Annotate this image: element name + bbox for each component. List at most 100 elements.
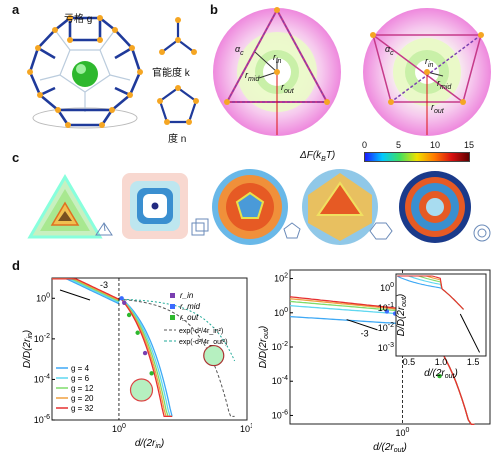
r-mid-sub-2: mid <box>440 83 452 91</box>
free-energy-maps <box>27 169 491 245</box>
r-mid-text: r <box>245 70 248 80</box>
r-in-text: r <box>273 52 276 62</box>
chart-right-svg: -3 100 102 100 10-2 10-4 10-6 d/(2rout) D/D(2rou… <box>258 269 491 454</box>
inset-x-tick-label: 0.5 <box>403 357 416 367</box>
r-out-label-1: rout <box>281 82 294 95</box>
colorbar-tick: 0 <box>362 140 368 150</box>
alpha-label-2: αc <box>385 44 394 57</box>
degree-label: 度 n <box>168 134 187 145</box>
inset-x-tick-label: 1.5 <box>467 357 480 367</box>
genus-label: 亏格 g <box>64 14 93 25</box>
r-in-label-1: rin <box>273 52 281 65</box>
fit-line-rin <box>118 298 235 417</box>
panel-c <box>0 165 500 247</box>
r-in-text-2: r <box>425 56 428 66</box>
data-marker <box>135 330 140 335</box>
alpha-text-2: α <box>385 44 391 54</box>
colorbar-ticks: 0 5 10 15 <box>362 140 475 151</box>
data-marker <box>384 309 390 314</box>
panel-label-c: c <box>12 150 20 165</box>
tetrahedron-icon <box>95 222 113 236</box>
alpha-label-1: αc <box>235 44 244 57</box>
legend-marker <box>170 315 175 320</box>
data-marker <box>437 373 442 379</box>
tetrahedron-map <box>27 174 103 239</box>
y-tick-label: 10-6 <box>34 414 50 425</box>
data-marker <box>122 300 127 305</box>
inset-series-line <box>397 275 464 310</box>
legend-marker-label: r_mid <box>180 302 201 311</box>
y-tick-label: 100 <box>274 307 288 318</box>
legend-fit-label: exp(-d²/4r_out²) <box>179 339 228 346</box>
r-out-text-2: r <box>431 102 434 112</box>
colorbar-tick: 10 <box>430 140 441 150</box>
functionality-node-icon <box>159 17 197 55</box>
r-in-sub-2: in <box>428 61 434 69</box>
dodecahedron-map <box>212 169 288 245</box>
y-tick-label: 10-4 <box>34 373 50 384</box>
legend-fit-label: exp(-d²/4r_in²) <box>179 328 223 335</box>
y-tick-label: 100 <box>36 292 50 303</box>
legend-label: g = 32 <box>71 404 94 413</box>
r-mid-label-2: rmid <box>437 78 451 91</box>
data-marker <box>119 296 124 301</box>
series-line <box>52 278 173 418</box>
inset-y-axis-label: D/D(2rout) <box>396 294 408 337</box>
colorbar-title: ΔF(kBT) <box>300 150 335 163</box>
x-axis-label: d/(2rin) <box>135 438 164 450</box>
icosahedron-map <box>302 169 378 245</box>
legend-marker <box>170 293 175 298</box>
r-out-sub-2: out <box>434 107 444 115</box>
legend-label: g = 4 <box>71 364 90 373</box>
r-out-label-2: rout <box>431 102 444 115</box>
dodecahedron-diagram <box>27 15 199 129</box>
x-axis-label: d/(2rout) <box>373 442 407 452</box>
r-out-sub: out <box>284 87 294 95</box>
chart-left-svg: -3 100 101 100 10-2 10-4 10-6 d/(2rin) D/D(2rin)… <box>22 277 254 450</box>
dodecahedron-icon <box>283 222 301 239</box>
blob-illustration <box>129 378 154 402</box>
data-marker <box>142 350 148 356</box>
legend-label: g = 6 <box>71 374 90 383</box>
inset-y-tick-label: 100 <box>380 282 394 293</box>
r-mid-text-2: r <box>437 78 440 88</box>
alpha-sub-2: c <box>390 49 394 57</box>
inset-x-tick-label: 1.0 <box>435 357 448 367</box>
inset-y-tick-label: 10-2 <box>378 322 394 333</box>
y-axis-label: D/D(2rin) <box>22 330 34 368</box>
inset-slope-line <box>459 313 481 353</box>
radius-diagram <box>213 7 491 136</box>
y-tick-label: 10-2 <box>34 333 50 344</box>
data-marker <box>149 371 154 376</box>
slope-annotation: -3 <box>361 329 369 339</box>
pentagon-face-icon <box>157 85 199 125</box>
fit-line-rout <box>118 298 236 362</box>
slope-guide <box>346 319 378 331</box>
panel-a: 亏格 g 官能度 k 度 n <box>0 0 205 150</box>
inset-x-axis-label: d/(2rout) <box>424 368 458 380</box>
alpha-text: α <box>235 44 241 54</box>
panel-label-d: d <box>12 258 20 273</box>
colorbar: 0 5 10 15 <box>362 140 492 168</box>
series-line <box>52 278 173 418</box>
y-tick-label: 10-4 <box>272 375 288 386</box>
legend-marker-label: r_in <box>180 291 194 300</box>
inset-y-tick-label: 10-1 <box>378 302 394 313</box>
data-marker <box>126 312 132 318</box>
blob-illustration <box>203 344 225 367</box>
r-in-sub: in <box>276 57 282 65</box>
slope-guide <box>59 289 91 301</box>
inset-y-tick-label: 10-3 <box>378 342 394 353</box>
legend-label: g = 12 <box>71 384 94 393</box>
colorbar-title-end: T) <box>325 150 336 161</box>
series-line <box>52 278 173 417</box>
colorbar-title-sub: B <box>321 156 326 163</box>
legend-marker <box>170 304 175 309</box>
colorbar-tick: 15 <box>464 140 475 150</box>
x-tick-label: 101 <box>240 423 252 434</box>
fullerene-map <box>399 171 471 243</box>
alpha-sub: c <box>240 49 244 57</box>
y-axis-label: D/D(2rout) <box>258 326 270 369</box>
functionality-label: 官能度 k <box>152 68 190 79</box>
cube-icon <box>191 218 209 236</box>
